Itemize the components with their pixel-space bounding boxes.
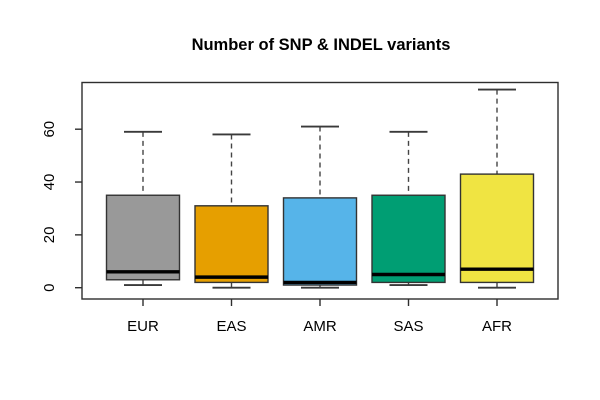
y-axis: 0 20 40 60 bbox=[41, 121, 82, 292]
box-group-EAS bbox=[194, 133, 269, 289]
box-group-EUR bbox=[105, 130, 181, 287]
iqr-box-EAS bbox=[194, 205, 269, 284]
x-axis-label-AMR: AMR bbox=[303, 318, 337, 335]
x-axis: EUR EAS AMR SAS AFR bbox=[127, 299, 512, 335]
y-axis-tick-label: 0 bbox=[41, 284, 58, 292]
x-axis-label-EAS: EAS bbox=[216, 318, 246, 335]
box-group-SAS bbox=[371, 130, 446, 287]
x-axis-label-EUR: EUR bbox=[127, 318, 159, 335]
box-group-AMR bbox=[282, 125, 358, 289]
y-axis-tick-label: 40 bbox=[41, 174, 58, 191]
x-axis-label-SAS: SAS bbox=[393, 318, 423, 335]
y-axis-tick-label: 60 bbox=[41, 121, 58, 138]
iqr-box-AMR bbox=[282, 197, 358, 286]
box-group-AFR bbox=[459, 88, 535, 289]
x-axis-label-AFR: AFR bbox=[482, 318, 512, 335]
iqr-box-SAS bbox=[371, 194, 446, 284]
iqr-box-EUR bbox=[105, 194, 181, 281]
y-axis-tick-label: 20 bbox=[41, 227, 58, 244]
boxplot-boxes bbox=[105, 88, 535, 289]
chart-title: Number of SNP & INDEL variants bbox=[192, 36, 451, 54]
iqr-box-AFR bbox=[459, 173, 535, 284]
